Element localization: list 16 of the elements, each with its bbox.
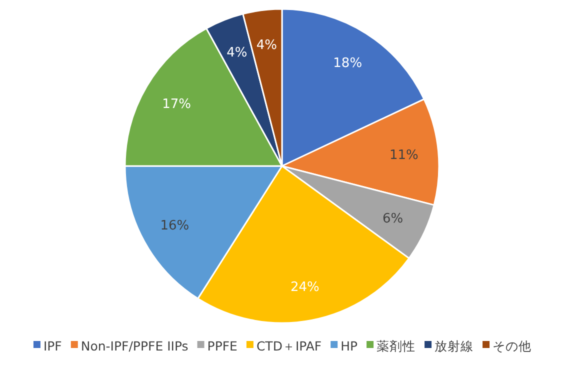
legend-label: Non-IPF/PPFE IIPs	[80, 338, 188, 354]
legend-label: その他	[492, 338, 532, 354]
data-label: 24%	[290, 280, 320, 295]
data-label: 6%	[382, 212, 404, 227]
legend-label: IPF	[43, 338, 62, 354]
legend-label: 薬剤性	[376, 338, 416, 354]
data-label: 4%	[256, 38, 277, 54]
legend-label: PPFE	[207, 338, 238, 354]
data-label: 18%	[333, 56, 362, 72]
legend-label: 放射線	[434, 338, 474, 354]
data-label: 16%	[160, 218, 190, 234]
legend-label: CTD＋IPAF	[256, 338, 322, 354]
data-label: 11%	[389, 148, 418, 164]
data-label: 4%	[226, 46, 248, 61]
legend-label: HP	[340, 338, 358, 354]
data-label: 17%	[162, 97, 192, 112]
